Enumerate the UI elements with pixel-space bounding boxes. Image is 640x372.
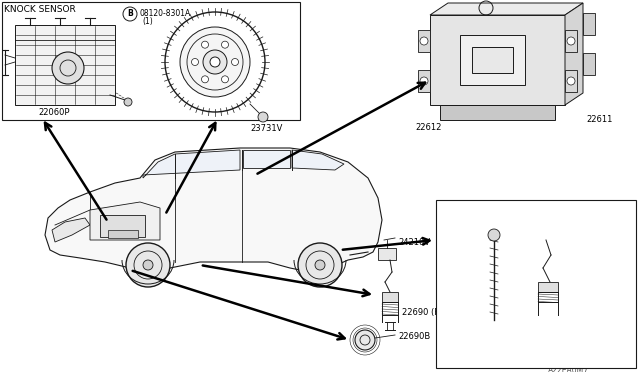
Polygon shape bbox=[90, 202, 160, 240]
Bar bbox=[108, 230, 138, 238]
Circle shape bbox=[210, 57, 220, 67]
Bar bbox=[583, 13, 595, 35]
Circle shape bbox=[567, 77, 575, 85]
Bar bbox=[583, 53, 595, 75]
Text: S: S bbox=[483, 5, 488, 11]
Polygon shape bbox=[430, 3, 583, 15]
Bar bbox=[565, 70, 577, 92]
Polygon shape bbox=[565, 3, 583, 105]
Bar bbox=[378, 248, 396, 260]
Circle shape bbox=[124, 98, 132, 106]
Polygon shape bbox=[15, 25, 115, 105]
Circle shape bbox=[298, 243, 342, 287]
Bar bbox=[100, 215, 145, 237]
Text: 08120-8301A: 08120-8301A bbox=[140, 9, 191, 18]
Text: 23731V: 23731V bbox=[250, 124, 282, 133]
Bar bbox=[418, 70, 430, 92]
Text: 22611: 22611 bbox=[586, 115, 612, 124]
Circle shape bbox=[126, 243, 170, 287]
Circle shape bbox=[420, 37, 428, 45]
Text: KNOCK SENSOR: KNOCK SENSOR bbox=[4, 5, 76, 14]
Bar bbox=[418, 30, 430, 52]
Bar bbox=[436, 200, 636, 368]
Bar bbox=[538, 282, 558, 292]
Text: 08363-61638: 08363-61638 bbox=[496, 4, 547, 13]
Text: (2): (2) bbox=[496, 11, 507, 20]
Circle shape bbox=[52, 52, 84, 84]
Polygon shape bbox=[143, 150, 240, 178]
Circle shape bbox=[191, 58, 198, 65]
Bar bbox=[440, 105, 555, 120]
Text: A22EA0M7: A22EA0M7 bbox=[548, 366, 589, 372]
Text: 22060P: 22060P bbox=[38, 108, 70, 117]
Circle shape bbox=[232, 58, 239, 65]
Circle shape bbox=[180, 27, 250, 97]
Bar bbox=[2, 2, 300, 120]
Circle shape bbox=[567, 37, 575, 45]
Circle shape bbox=[488, 229, 500, 241]
Bar bbox=[382, 292, 398, 302]
Text: 24211D: 24211D bbox=[441, 218, 476, 227]
Circle shape bbox=[221, 41, 228, 48]
Polygon shape bbox=[45, 148, 382, 272]
Text: 22690 (FR): 22690 (FR) bbox=[402, 308, 448, 317]
Polygon shape bbox=[52, 218, 90, 242]
Text: 22690B: 22690B bbox=[398, 332, 430, 341]
Text: 24210V: 24210V bbox=[398, 238, 430, 247]
Circle shape bbox=[258, 112, 268, 122]
Text: 22612: 22612 bbox=[415, 123, 442, 132]
Circle shape bbox=[315, 260, 325, 270]
Text: [0793-     ]: [0793- ] bbox=[441, 348, 481, 357]
Circle shape bbox=[143, 260, 153, 270]
Text: 22690N(RR): 22690N(RR) bbox=[441, 205, 496, 214]
Text: B: B bbox=[127, 10, 133, 19]
Text: (1): (1) bbox=[142, 17, 153, 26]
Circle shape bbox=[203, 50, 227, 74]
Polygon shape bbox=[430, 15, 565, 105]
Circle shape bbox=[420, 77, 428, 85]
Bar bbox=[460, 35, 525, 85]
Circle shape bbox=[202, 76, 209, 83]
Circle shape bbox=[355, 330, 375, 350]
Circle shape bbox=[221, 76, 228, 83]
Polygon shape bbox=[292, 150, 344, 170]
Bar bbox=[472, 47, 513, 73]
Bar bbox=[565, 30, 577, 52]
Circle shape bbox=[202, 41, 209, 48]
Polygon shape bbox=[243, 150, 290, 168]
